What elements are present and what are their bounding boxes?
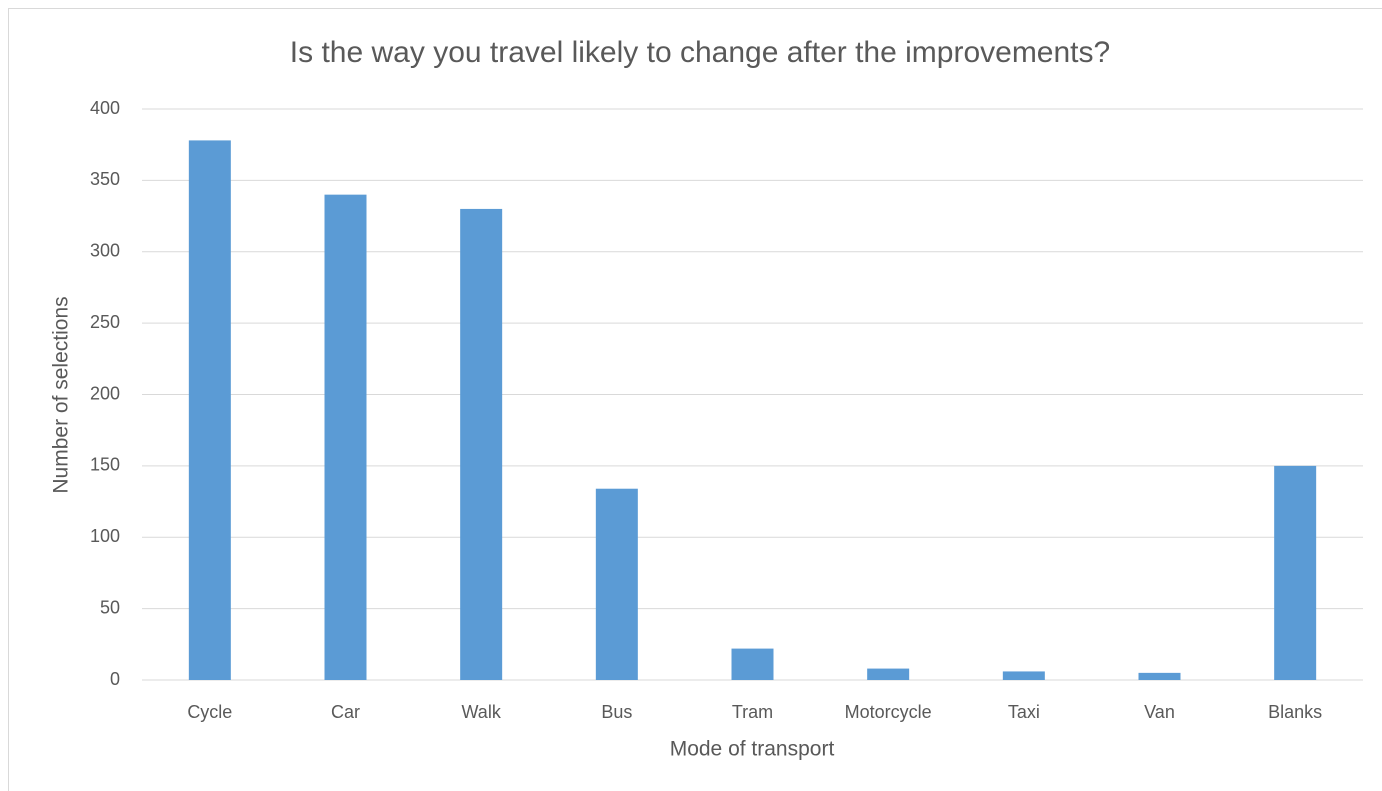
y-tick-label: 300 — [90, 241, 120, 261]
y-tick-label: 200 — [90, 383, 120, 403]
x-tick-label: Cycle — [187, 702, 232, 722]
y-tick-label: 350 — [90, 169, 120, 189]
bar — [1274, 465, 1317, 680]
y-axis-title: Number of selections — [50, 296, 73, 493]
x-tick-label: Motorcycle — [845, 702, 932, 722]
x-tick-label: Walk — [461, 702, 501, 722]
y-tick-label: 400 — [90, 98, 120, 118]
bar — [731, 648, 774, 680]
bar — [324, 194, 367, 680]
bar — [867, 668, 910, 680]
bar — [1002, 671, 1045, 680]
x-axis-title: Mode of transport — [670, 738, 835, 761]
y-tick-label: 0 — [110, 669, 120, 689]
bar — [460, 208, 503, 681]
bar — [595, 488, 638, 680]
y-tick-label: 150 — [90, 455, 120, 475]
y-tick-label: 250 — [90, 312, 120, 332]
x-tick-label: Taxi — [1008, 702, 1040, 722]
y-tick-label: 50 — [100, 597, 120, 617]
x-tick-label: Blanks — [1268, 702, 1322, 722]
x-tick-label: Bus — [601, 702, 632, 722]
chart-border — [8, 8, 1382, 791]
bar — [188, 140, 231, 680]
chart-title: Is the way you travel likely to change a… — [290, 36, 1110, 69]
x-tick-label: Van — [1144, 702, 1175, 722]
bar — [1138, 672, 1181, 680]
x-tick-label: Tram — [732, 702, 773, 722]
y-tick-label: 100 — [90, 526, 120, 546]
x-tick-label: Car — [331, 702, 360, 722]
